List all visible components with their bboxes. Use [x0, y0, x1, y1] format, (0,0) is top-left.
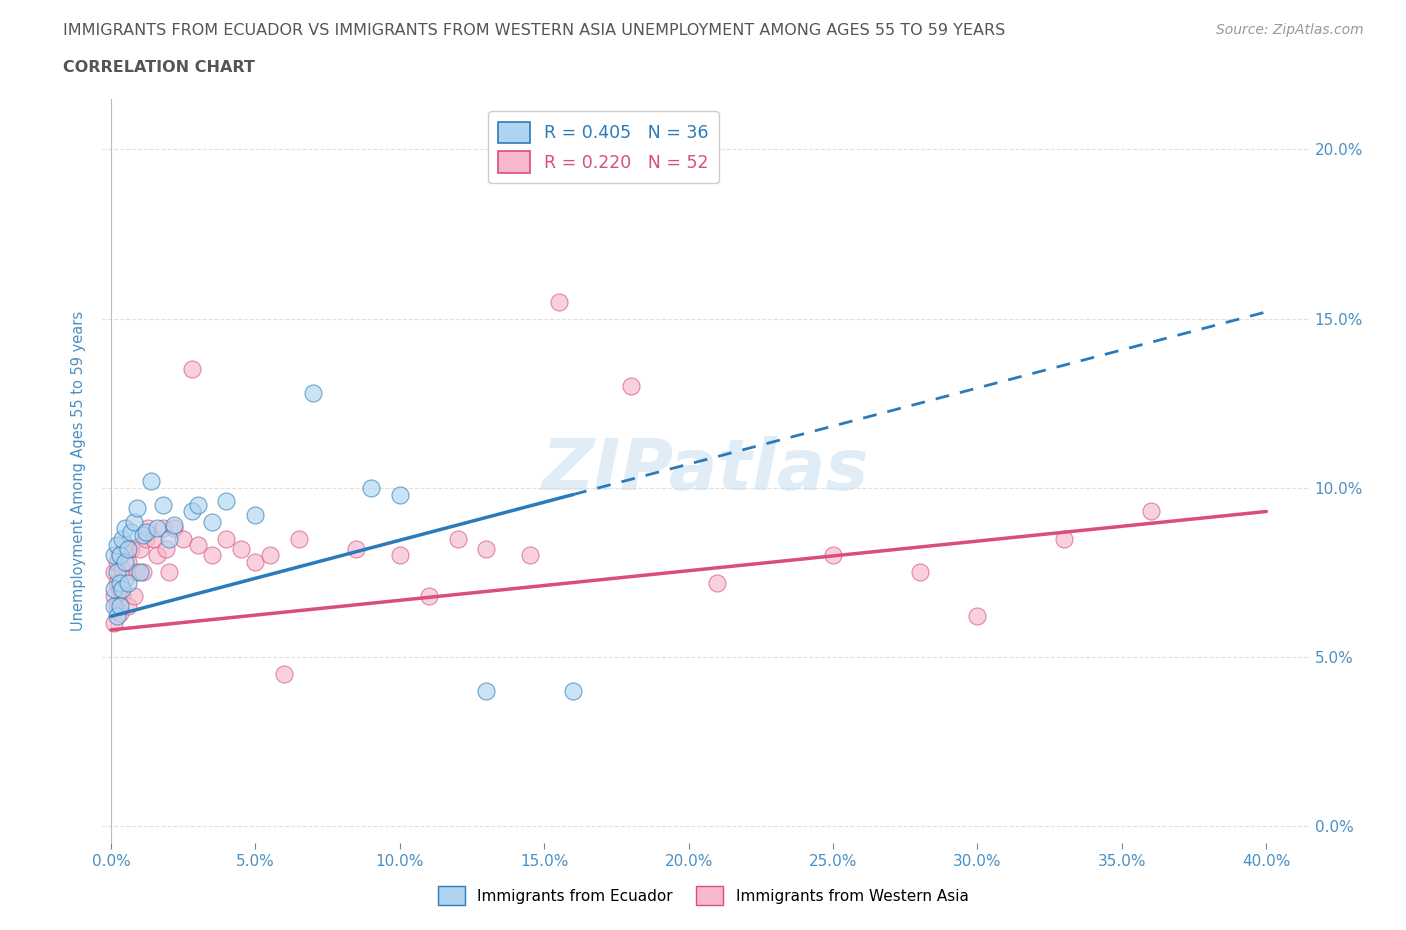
Point	[114, 521, 136, 536]
Point	[108, 582, 131, 597]
Text: ZIPatlas: ZIPatlas	[543, 436, 870, 505]
Point	[215, 531, 238, 546]
Point	[128, 565, 150, 579]
Point	[215, 494, 238, 509]
Point	[180, 504, 202, 519]
Point	[360, 481, 382, 496]
Point	[117, 599, 139, 614]
Point	[105, 575, 128, 590]
Text: IMMIGRANTS FROM ECUADOR VS IMMIGRANTS FROM WESTERN ASIA UNEMPLOYMENT AMONG AGES : IMMIGRANTS FROM ECUADOR VS IMMIGRANTS FR…	[63, 23, 1005, 38]
Point	[103, 599, 125, 614]
Point	[821, 548, 844, 563]
Point	[120, 541, 142, 556]
Point	[1053, 531, 1076, 546]
Point	[108, 599, 131, 614]
Point	[105, 555, 128, 570]
Point	[966, 609, 988, 624]
Point	[111, 562, 134, 577]
Point	[117, 575, 139, 590]
Point	[103, 565, 125, 579]
Point	[114, 555, 136, 570]
Point	[135, 525, 157, 539]
Point	[105, 538, 128, 552]
Point	[105, 599, 128, 614]
Point	[562, 684, 585, 698]
Point	[418, 589, 440, 604]
Point	[446, 531, 468, 546]
Point	[131, 527, 153, 542]
Point	[245, 555, 267, 570]
Point	[125, 565, 148, 579]
Point	[302, 386, 325, 401]
Point	[519, 548, 541, 563]
Point	[128, 541, 150, 556]
Text: CORRELATION CHART: CORRELATION CHART	[63, 60, 254, 75]
Point	[157, 565, 180, 579]
Point	[122, 589, 145, 604]
Point	[111, 531, 134, 546]
Point	[111, 582, 134, 597]
Point	[344, 541, 367, 556]
Point	[388, 487, 411, 502]
Point	[103, 582, 125, 597]
Point	[103, 548, 125, 563]
Point	[245, 508, 267, 523]
Point	[103, 589, 125, 604]
Point	[105, 609, 128, 624]
Point	[273, 667, 295, 682]
Point	[620, 379, 643, 393]
Point	[111, 589, 134, 604]
Point	[152, 521, 174, 536]
Text: Source: ZipAtlas.com: Source: ZipAtlas.com	[1216, 23, 1364, 37]
Legend: Immigrants from Ecuador, Immigrants from Western Asia: Immigrants from Ecuador, Immigrants from…	[432, 881, 974, 911]
Point	[908, 565, 931, 579]
Point	[117, 541, 139, 556]
Point	[201, 514, 224, 529]
Point	[706, 575, 728, 590]
Point	[114, 538, 136, 552]
Point	[108, 548, 131, 563]
Point	[131, 565, 153, 579]
Point	[186, 538, 208, 552]
Point	[180, 362, 202, 377]
Point	[143, 531, 166, 546]
Point	[108, 575, 131, 590]
Point	[146, 521, 169, 536]
Point	[1139, 504, 1161, 519]
Point	[259, 548, 281, 563]
Point	[122, 514, 145, 529]
Point	[108, 548, 131, 563]
Point	[135, 531, 157, 546]
Point	[114, 572, 136, 587]
Point	[547, 294, 569, 309]
Point	[157, 531, 180, 546]
Point	[475, 684, 498, 698]
Point	[125, 500, 148, 515]
Legend: R = 0.405   N = 36, R = 0.220   N = 52: R = 0.405 N = 36, R = 0.220 N = 52	[488, 111, 718, 183]
Point	[141, 473, 163, 488]
Point	[163, 521, 186, 536]
Point	[475, 541, 498, 556]
Point	[103, 616, 125, 631]
Point	[201, 548, 224, 563]
Point	[138, 521, 160, 536]
Point	[146, 548, 169, 563]
Point	[117, 555, 139, 570]
Point	[108, 605, 131, 620]
Point	[105, 565, 128, 579]
Point	[388, 548, 411, 563]
Point	[287, 531, 309, 546]
Point	[163, 518, 186, 533]
Point	[155, 541, 177, 556]
Y-axis label: Unemployment Among Ages 55 to 59 years: Unemployment Among Ages 55 to 59 years	[72, 311, 86, 631]
Point	[120, 525, 142, 539]
Point	[229, 541, 252, 556]
Point	[186, 498, 208, 512]
Point	[152, 498, 174, 512]
Point	[172, 531, 194, 546]
